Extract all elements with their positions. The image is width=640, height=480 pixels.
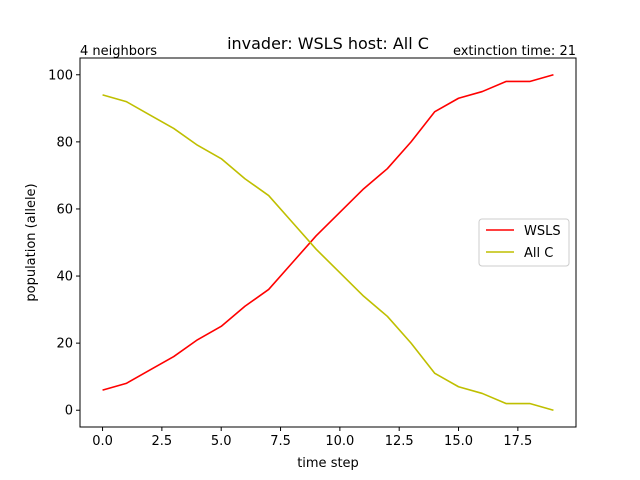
y-tick-label: 20: [56, 337, 73, 352]
x-tick-label: 10.0: [325, 434, 354, 449]
x-tick-label: 7.5: [270, 434, 291, 449]
y-axis-label: population (allele): [24, 183, 39, 301]
series-line-all-c: [102, 94, 554, 411]
y-tick-label: 40: [56, 270, 73, 285]
y-tick-label: 80: [56, 135, 73, 150]
series-line-wsls: [102, 74, 554, 391]
x-tick-label: 17.5: [503, 434, 532, 449]
x-axis-label: time step: [297, 456, 359, 471]
plot-frame: [79, 57, 577, 428]
x-tick-label: 0.0: [92, 434, 113, 449]
x-tick-label: 5.0: [211, 434, 232, 449]
y-tick-label: 0: [65, 404, 73, 419]
chart-title-left: 4 neighbors: [80, 44, 157, 59]
series-layer: [102, 74, 554, 411]
y-tick-label: 100: [48, 68, 73, 83]
x-tick-label: 12.5: [385, 434, 414, 449]
chart-title: invader: WSLS host: All C: [227, 34, 429, 53]
x-tick-label: 2.5: [152, 434, 173, 449]
legend-label-all-c: All C: [524, 246, 553, 261]
y-tick-label: 60: [56, 202, 73, 217]
x-tick-label: 15.0: [444, 434, 473, 449]
legend-label-wsls: WSLS: [524, 224, 561, 239]
ticks-layer: 0.0 2.5 5.0 7.5 10.0 12.5 15.0 17.5 0 20 40 60 80 100: [48, 68, 532, 449]
legend: WSLS All C: [478, 218, 570, 267]
chart-title-right: extinction time: 21: [453, 44, 576, 59]
